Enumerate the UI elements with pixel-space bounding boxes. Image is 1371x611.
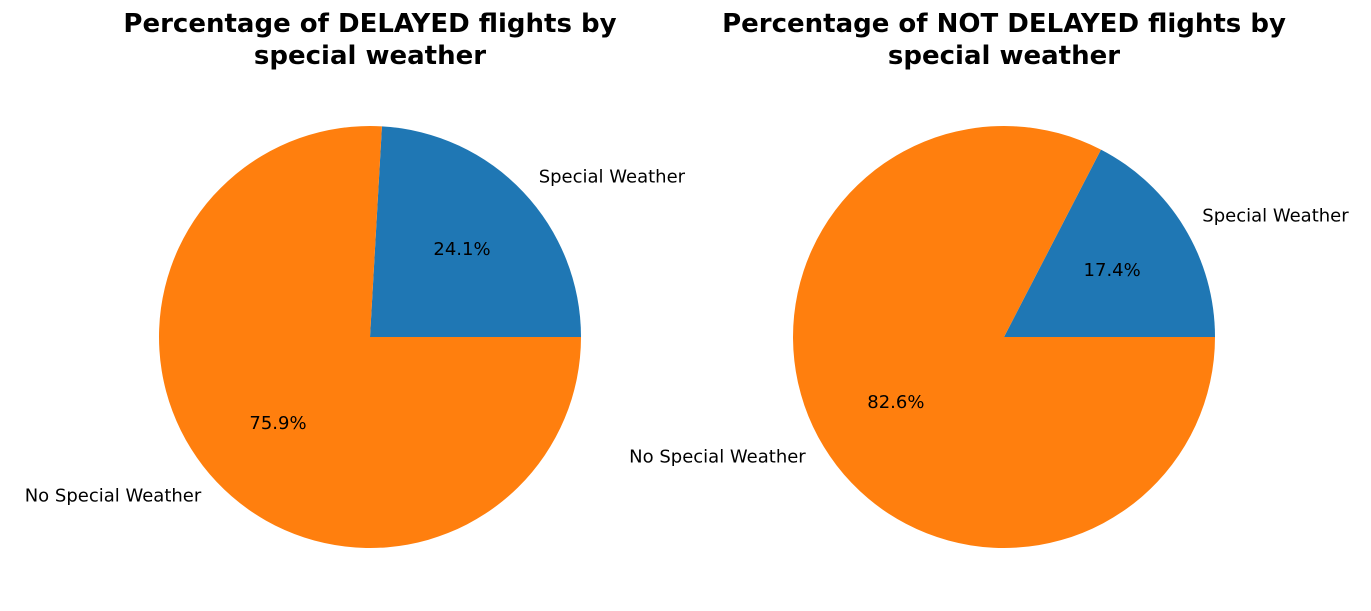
pie-chart-not-delayed: Percentage of NOT DELAYED flights by spe… xyxy=(629,9,1349,549)
pie-chart-delayed: Percentage of DELAYED flights by special… xyxy=(25,9,686,548)
chart-title-line-2: special weather xyxy=(254,41,486,71)
pie-slice-no-special-weather xyxy=(159,126,582,548)
slice-label: No Special Weather xyxy=(25,485,202,506)
chart-title-line-1: Percentage of DELAYED flights by xyxy=(123,9,616,39)
slice-percentage-label: 24.1% xyxy=(433,239,490,260)
slice-percentage-label: 82.6% xyxy=(867,392,924,413)
slice-label: Special Weather xyxy=(539,167,686,188)
slice-label: Special Weather xyxy=(1202,205,1349,226)
pie-labels: Special Weather 24.1% No Special Weather 75… xyxy=(25,167,686,507)
pie-slices xyxy=(159,126,582,548)
slice-percentage-label: 75.9% xyxy=(249,413,306,434)
pie-slice-no-special-weather xyxy=(793,126,1215,549)
chart-title-line-1: Percentage of NOT DELAYED flights by xyxy=(722,9,1286,39)
pie-slice-special-weather xyxy=(370,126,581,337)
pie-labels: Special Weather 17.4% No Special Weather 82… xyxy=(629,205,1349,467)
chart-title-line-2: special weather xyxy=(888,41,1120,71)
pie-slice-special-weather xyxy=(1004,149,1215,337)
slice-percentage-label: 17.4% xyxy=(1084,260,1141,281)
slice-label: No Special Weather xyxy=(629,447,806,468)
pie-slices xyxy=(793,126,1215,549)
